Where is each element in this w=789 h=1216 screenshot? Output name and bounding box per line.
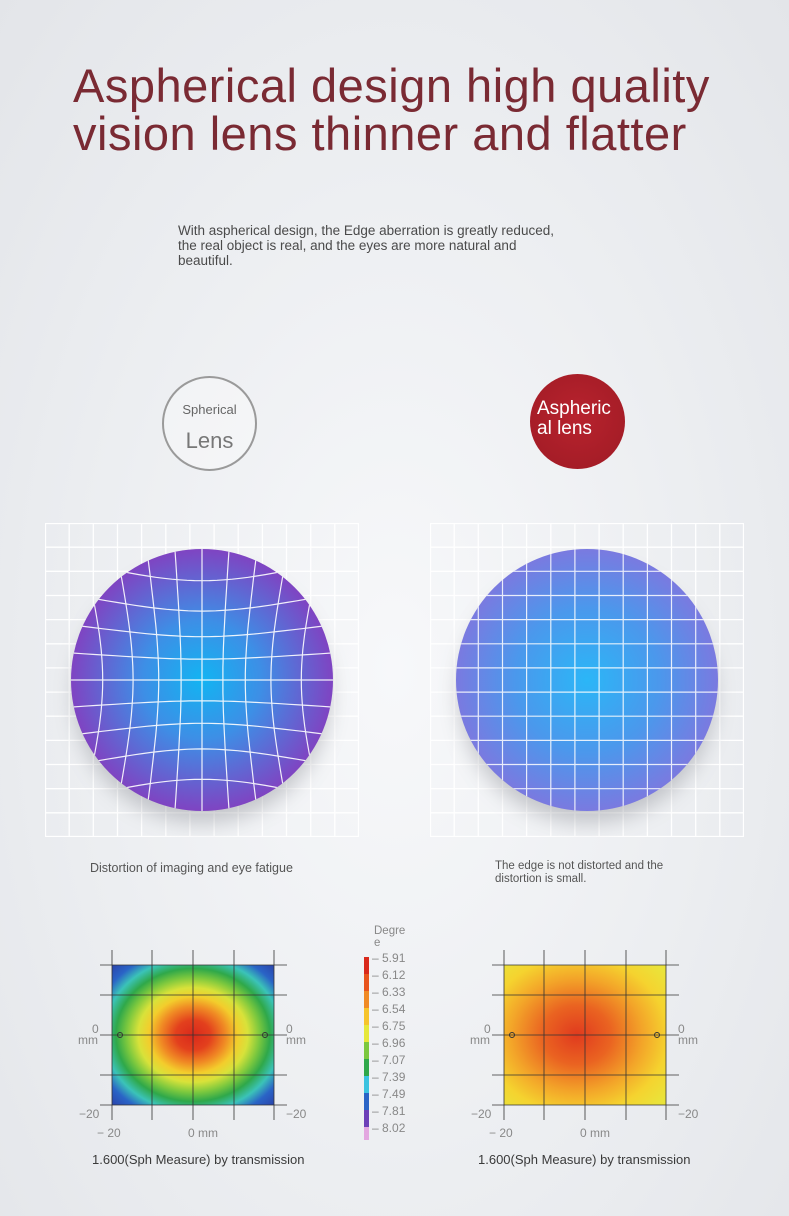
legend-swatch [364,957,369,974]
legend-swatch [364,1059,369,1076]
right-map-y-unit-left: mm [470,1033,490,1047]
right-map-y-zero-left: 0 [484,1022,491,1036]
right-map-x-mid: 0 mm [580,1126,610,1140]
legend-swatch [364,991,369,1008]
left-map-y-unit-right: mm [286,1033,306,1047]
legend-title-line-1: Degre [374,925,406,937]
spherical-power-map: 0 mm 0 mm −20 −20 − 20 0 mm [72,940,322,1145]
spherical-lens-illustration [45,523,359,837]
aspherical-badge-line-1: Aspheric [537,398,611,419]
legend-title-line-2: e [374,937,381,949]
spherical-lens-badge: Spherical Lens [162,376,257,471]
spherical-caption: Distortion of imaging and eye fatigue [90,861,293,875]
spherical-badge-small-text: Spherical [182,402,237,417]
legend-swatch [364,1042,369,1059]
legend-swatch [364,1008,369,1025]
description-line-1: With aspherical design, the Edge aberrat… [178,223,554,238]
aspherical-caption-line-2: distortion is small. [495,873,587,885]
degree-legend: Degre e – 5.91 – 6.12 – 6.33 – 6.54 – 6.75 – … [360,925,420,1140]
legend-swatch [364,1093,369,1110]
left-map-y-bottom-right: −20 [286,1107,307,1121]
description: With aspherical design, the Edge aberrat… [178,223,618,268]
title-line-1: Aspherical design high quality [73,59,710,112]
aspherical-caption-line-1: The edge is not distorted and the [495,860,664,872]
spherical-badge-big-text: Lens [185,428,234,453]
legend-label: – 6.12 [372,968,406,982]
title-line-2: vision lens thinner and flatter [73,107,687,160]
left-map-label: 1.600(Sph Measure) by transmission [92,1152,305,1167]
legend-label: – 6.54 [372,1002,406,1016]
aspherical-lens-illustration [430,523,744,837]
left-map-y-zero-right: 0 [286,1022,293,1036]
aspherical-caption: The edge is not distorted and the distor… [495,860,663,886]
description-line-2: the real object is real, and the eyes ar… [178,238,517,253]
legend-label: – 6.75 [372,1019,406,1033]
legend-swatch [364,1076,369,1093]
legend-title: Degre e [374,925,405,949]
right-map-y-bottom-left: −20 [471,1107,492,1121]
legend-swatch [364,1127,369,1140]
left-map-x-mid: 0 mm [188,1126,218,1140]
legend-swatch [364,974,369,991]
aspherical-lens-badge: Aspheric al lens [530,374,625,469]
right-map-label: 1.600(Sph Measure) by transmission [478,1152,691,1167]
legend-label: – 8.02 [372,1121,406,1135]
legend-swatch [364,1110,369,1127]
aspherical-badge-line-2: al lens [537,418,592,439]
legend-swatch [364,1025,369,1042]
right-map-x-left: − 20 [489,1126,513,1140]
legend-label: – 6.33 [372,985,406,999]
left-map-x-left: − 20 [97,1126,121,1140]
right-map-y-zero-right: 0 [678,1022,685,1036]
legend-label: – 6.96 [372,1036,406,1050]
aspherical-lens-disc [456,549,718,811]
legend-label: – 7.39 [372,1070,406,1084]
aspherical-power-map: 0 mm 0 mm −20 −20 − 20 0 mm [464,940,714,1145]
right-map-y-bottom-right: −20 [678,1107,699,1121]
left-map-y-zero-left: 0 [92,1022,99,1036]
left-map-y-bottom-left: −20 [79,1107,100,1121]
legend-label: – 5.91 [372,951,406,965]
legend-label: – 7.07 [372,1053,406,1067]
legend-label: – 7.81 [372,1104,406,1118]
right-map-y-unit-right: mm [678,1033,698,1047]
legend-label: – 7.49 [372,1087,406,1101]
left-map-y-unit-left: mm [78,1033,98,1047]
description-line-3: beautiful. [178,253,233,268]
page-title: Aspherical design high quality vision le… [73,62,773,158]
